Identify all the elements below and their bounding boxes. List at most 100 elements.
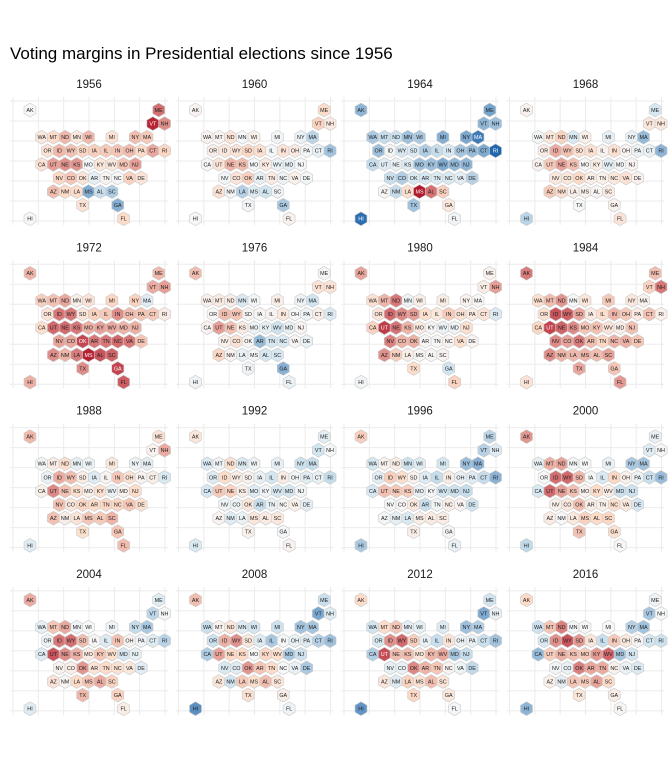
state-hex-al: AL: [93, 347, 107, 363]
state-label: OR: [209, 149, 217, 155]
hex-tile: [23, 429, 37, 444]
state-hex-nc: NC: [442, 660, 456, 676]
state-hex-de: DE: [631, 170, 644, 186]
state-label: LA: [239, 516, 246, 522]
state-hex-fl: FL: [117, 538, 130, 553]
state-hex-nh: NH: [323, 606, 337, 621]
state-hex-ga: GA: [442, 197, 456, 213]
state-label: KS: [570, 326, 578, 332]
state-label: NV: [552, 666, 560, 672]
hex-tile: [117, 211, 130, 227]
hex-tile: [241, 197, 255, 213]
state-hex-ak: AK: [189, 266, 202, 281]
state-hex-mi: MI: [602, 456, 615, 472]
state-hex-ny: NY: [294, 293, 308, 308]
hex-tile: [354, 211, 368, 227]
facet-title: 1980: [407, 242, 433, 254]
state-label: WV: [439, 326, 448, 332]
state-hex-sc: SC: [436, 347, 450, 363]
state-hex-me: ME: [483, 592, 496, 608]
state-label: VT: [646, 448, 654, 454]
state-label: GA: [114, 366, 122, 372]
hex-tile: [241, 687, 255, 703]
state-label: SC: [274, 353, 282, 359]
state-hex-tx: TX: [572, 687, 586, 703]
state-label: NH: [161, 122, 169, 128]
state-label: MA: [308, 298, 316, 304]
state-hex-wv: WV: [602, 320, 615, 335]
state-label: MS: [415, 516, 423, 522]
state-label: NC: [610, 666, 618, 672]
state-hex-sc: SC: [271, 674, 284, 689]
state-label: NJ: [463, 489, 470, 495]
state-hex-vt: VT: [146, 442, 160, 458]
hex-tile: [317, 102, 331, 118]
state-label: KS: [239, 489, 247, 495]
hex-tile: [76, 197, 89, 213]
state-label: MS: [250, 190, 258, 196]
state-label: AZ: [50, 353, 58, 359]
state-label: TN: [102, 176, 109, 182]
state-label: ND: [558, 625, 566, 631]
state-label: RI: [658, 312, 663, 318]
state-label: ND: [227, 135, 235, 141]
state-label: MI: [605, 298, 611, 304]
hex-tile: [613, 538, 627, 553]
state-label: KS: [73, 326, 81, 332]
state-label: ID: [222, 639, 227, 645]
state-label: NH: [492, 611, 500, 617]
state-hex-de: DE: [465, 660, 479, 676]
state-label: WI: [251, 135, 258, 141]
hex-tile: [602, 293, 615, 308]
state-hex-al: AL: [259, 674, 272, 689]
hex-tile: [158, 143, 171, 159]
state-hex-md: MD: [117, 647, 130, 662]
state-label: WV: [108, 489, 117, 495]
state-hex-sd: SD: [572, 143, 586, 159]
state-hex-mn: MN: [70, 456, 84, 472]
state-hex-ar: AR: [419, 334, 432, 349]
state-hex-nv: NV: [383, 497, 397, 512]
state-label: CO: [67, 666, 75, 672]
state-label: MS: [581, 353, 589, 359]
state-label: CT: [646, 312, 654, 318]
state-hex-vt: VT: [643, 442, 656, 458]
state-label: LA: [570, 679, 577, 685]
state-label: AZ: [50, 190, 58, 196]
state-hex-ks: KS: [567, 157, 580, 172]
state-label: AR: [256, 666, 264, 672]
hex-tile: [520, 592, 533, 608]
state-label: MN: [238, 135, 246, 141]
state-label: MD: [616, 489, 624, 495]
state-label: OR: [375, 639, 383, 645]
state-label: ME: [486, 435, 494, 441]
state-label: NV: [221, 666, 229, 672]
state-hex-co: CO: [395, 660, 409, 676]
state-hex-ut: UT: [378, 483, 391, 499]
hex-tile: [471, 456, 485, 472]
state-label: SD: [79, 149, 87, 155]
state-label: VA: [292, 176, 299, 182]
state-label: SC: [605, 190, 613, 196]
state-hex-fl: FL: [117, 374, 130, 390]
state-label: WY: [398, 475, 407, 481]
state-label: MD: [119, 489, 127, 495]
hex-tile: [465, 334, 479, 349]
hex-tile: [602, 510, 615, 526]
state-label: SD: [575, 639, 583, 645]
state-label: DE: [303, 176, 311, 182]
state-hex-la: LA: [401, 510, 415, 526]
state-label: RI: [327, 639, 332, 645]
hex-tile: [189, 211, 202, 227]
state-label: AR: [91, 176, 99, 182]
state-label: OK: [79, 503, 87, 509]
state-hex-mo: MO: [247, 157, 261, 172]
state-label: LA: [74, 190, 81, 196]
state-hex-ne: NE: [58, 483, 72, 499]
state-label: NV: [221, 503, 229, 509]
state-label: ID: [222, 312, 227, 318]
state-label: WV: [108, 652, 117, 658]
state-label: CO: [398, 339, 406, 345]
hex-tile: [158, 470, 171, 485]
state-label: FL: [617, 380, 623, 386]
